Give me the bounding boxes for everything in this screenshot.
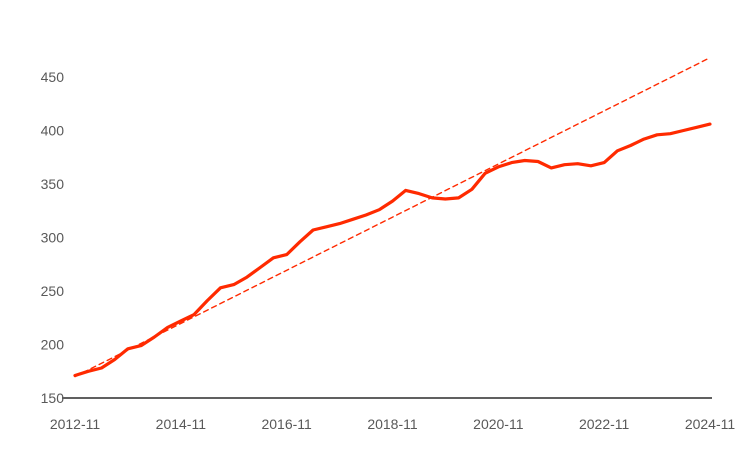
x-tick-label: 2016-11: [261, 416, 312, 432]
y-tick-label: 200: [41, 337, 65, 353]
x-tick-label: 2024-11: [685, 416, 736, 432]
y-tick-label: 450: [41, 69, 65, 85]
y-tick-label: 350: [41, 176, 65, 192]
x-tick-label: 2020-11: [473, 416, 524, 432]
x-tick-label: 2014-11: [156, 416, 207, 432]
series-layer: [73, 57, 712, 378]
trend-line-dashed: [74, 57, 711, 378]
y-tick-label: 400: [41, 123, 65, 139]
y-tick-label: 150: [41, 390, 65, 406]
axes: 150 200 250 300 350 400 450 2012-11 2014-11 2016-…: [41, 69, 736, 432]
y-tick-label: 300: [41, 230, 65, 246]
x-tick-label: 2022-11: [579, 416, 630, 432]
series-line-solid: [73, 122, 712, 378]
x-tick-label: 2018-11: [367, 416, 418, 432]
x-tick-label: 2012-11: [50, 416, 101, 432]
y-tick-label: 250: [41, 283, 65, 299]
